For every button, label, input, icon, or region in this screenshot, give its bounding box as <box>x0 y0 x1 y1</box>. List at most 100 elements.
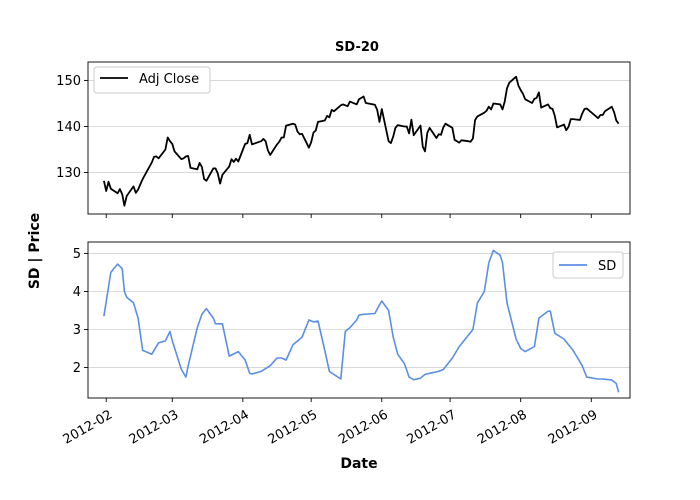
data-point <box>358 315 359 316</box>
data-point <box>265 141 266 142</box>
data-point <box>616 383 617 384</box>
data-point <box>140 184 141 185</box>
data-point <box>124 205 125 206</box>
data-point <box>409 133 410 134</box>
data-point <box>313 321 314 322</box>
data-point <box>229 356 230 357</box>
data-point <box>333 111 334 112</box>
data-point <box>570 119 571 120</box>
data-point <box>103 316 104 317</box>
data-point <box>536 97 537 98</box>
data-point <box>201 166 202 167</box>
data-point <box>213 318 214 319</box>
data-point <box>436 137 437 138</box>
data-point <box>181 159 182 160</box>
data-point <box>488 106 489 107</box>
sd-legend-label: SD <box>598 259 616 274</box>
data-point <box>299 134 300 135</box>
data-point <box>183 158 184 159</box>
data-point <box>281 357 282 358</box>
data-point <box>311 142 312 143</box>
data-point <box>518 85 519 86</box>
data-point <box>340 105 341 106</box>
data-point <box>586 377 587 378</box>
data-point <box>181 369 182 370</box>
data-point <box>468 335 469 336</box>
data-point <box>329 371 330 372</box>
price-panel: 130 140 150 Adj Close <box>56 61 631 215</box>
data-point <box>381 108 382 109</box>
data-point <box>122 268 123 269</box>
data-point <box>297 131 298 132</box>
data-point <box>356 319 357 320</box>
data-point <box>222 174 223 175</box>
data-point <box>251 373 252 374</box>
data-point <box>468 141 469 142</box>
data-point <box>604 111 605 112</box>
data-point <box>459 346 460 347</box>
data-point <box>222 323 223 324</box>
data-point <box>461 140 462 141</box>
data-point <box>174 151 175 152</box>
price-panel-series <box>103 75 620 207</box>
data-point <box>286 125 287 126</box>
data-point <box>276 357 277 358</box>
data-point <box>138 189 139 190</box>
data-point <box>251 144 252 145</box>
data-point <box>404 126 405 127</box>
data-point <box>142 178 143 179</box>
y-tick-label: 4 <box>73 285 81 300</box>
data-point <box>117 193 118 194</box>
data-point <box>276 144 277 145</box>
data-point <box>281 137 282 138</box>
data-point <box>110 272 111 273</box>
data-point <box>172 340 173 341</box>
data-point <box>233 161 234 162</box>
data-point <box>588 110 589 111</box>
data-point <box>165 149 166 150</box>
data-point <box>106 190 107 191</box>
price-legend-box <box>93 66 211 94</box>
data-point <box>331 109 332 110</box>
data-point <box>363 314 364 315</box>
data-point <box>347 106 348 107</box>
data-point <box>579 119 580 120</box>
data-point <box>502 262 503 263</box>
data-point <box>374 313 375 314</box>
data-point <box>445 123 446 124</box>
data-point <box>520 348 521 349</box>
data-point <box>313 132 314 133</box>
data-point <box>270 365 271 366</box>
data-point <box>261 371 262 372</box>
data-point <box>124 291 125 292</box>
data-point <box>317 121 318 122</box>
data-point <box>122 194 123 195</box>
data-point <box>308 147 309 148</box>
data-point <box>169 331 170 332</box>
data-point <box>158 158 159 159</box>
data-point <box>374 104 375 105</box>
data-point <box>190 167 191 168</box>
data-point <box>493 250 494 251</box>
data-point <box>424 151 425 152</box>
data-point <box>573 350 574 351</box>
data-point <box>486 110 487 111</box>
data-point <box>509 82 510 83</box>
data-point <box>349 101 350 102</box>
data-point <box>213 168 214 169</box>
data-point <box>108 181 109 182</box>
data-point <box>197 327 198 328</box>
data-point <box>153 156 154 157</box>
y-tick-label: 150 <box>56 74 81 89</box>
data-point <box>315 130 316 131</box>
data-point <box>215 168 216 169</box>
data-point <box>356 104 357 105</box>
data-point <box>602 378 603 379</box>
data-point <box>420 125 421 126</box>
y-axis-label: SD | Price <box>27 213 43 289</box>
data-point <box>247 143 248 144</box>
data-point <box>429 373 430 374</box>
data-point <box>397 354 398 355</box>
data-point <box>217 173 218 174</box>
data-point <box>206 308 207 309</box>
